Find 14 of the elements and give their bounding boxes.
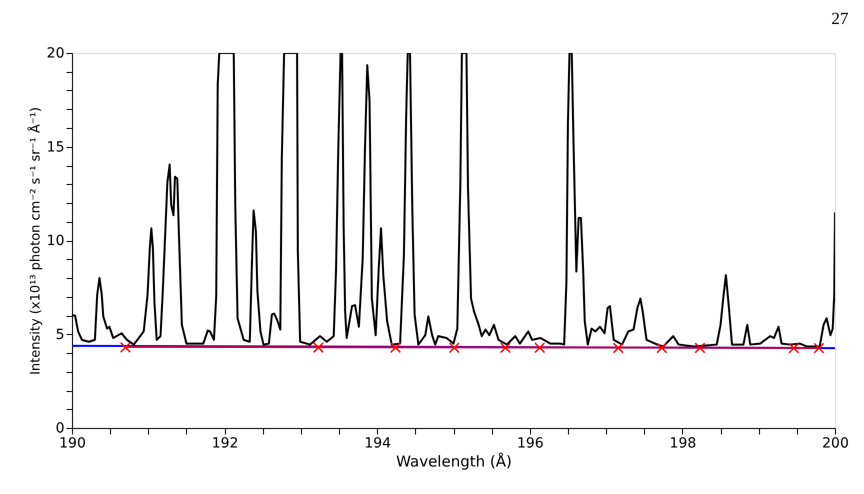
x-axis-title: Wavelength (Å) — [396, 452, 512, 470]
y-tick-label: 10 — [46, 233, 64, 249]
y-tick-label: 5 — [56, 326, 64, 343]
y-axis-title: Intensity (x10¹³ photon cm⁻² s⁻¹ sr⁻¹ Å⁻¹) — [26, 107, 44, 375]
y-tick-label: 20 — [46, 46, 64, 62]
x-tick-label: 200 — [822, 436, 849, 452]
x-tick-label: 190 — [59, 436, 86, 452]
y-tick-label: 15 — [46, 139, 64, 156]
y-tick-label: 0 — [56, 420, 64, 436]
x-tick-label: 194 — [364, 436, 392, 452]
x-tick-label: 198 — [670, 436, 696, 452]
x-tick-label: 192 — [212, 436, 238, 452]
x-tick-label: 196 — [516, 436, 544, 452]
text: 27 — [831, 9, 849, 28]
